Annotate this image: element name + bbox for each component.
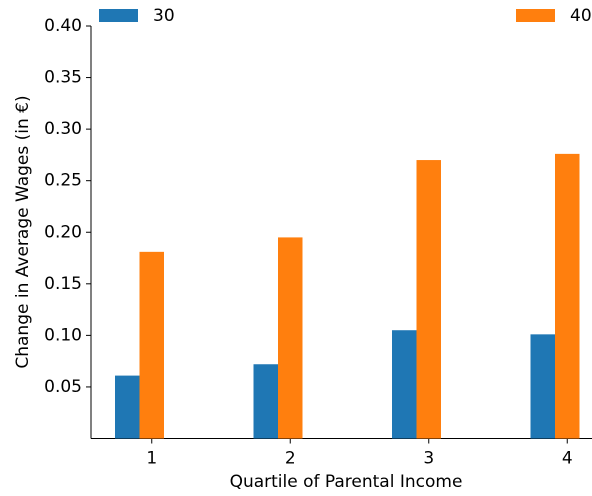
y-tick-label: 0.30 (44, 119, 82, 139)
bar (115, 375, 140, 439)
bar (416, 160, 441, 439)
legend-label: 40 (570, 6, 592, 26)
x-tick-label: 3 (423, 449, 434, 469)
y-tick-label: 0.15 (44, 274, 82, 294)
legend-label: 30 (153, 6, 175, 26)
legend-swatch (516, 9, 555, 22)
y-axis-label: Change in Average Wages (in €) (13, 95, 33, 368)
bar (555, 153, 580, 439)
y-tick-label: 0.25 (44, 171, 82, 191)
bar (392, 330, 417, 439)
legend-swatch (99, 9, 138, 22)
bar (278, 237, 303, 439)
x-axis-label: Quartile of Parental Income (230, 472, 463, 492)
x-tick-label: 2 (285, 449, 296, 469)
y-tick-label: 0.05 (44, 377, 82, 397)
y-tick-label: 0.35 (44, 68, 82, 88)
bar (139, 251, 164, 439)
bar (530, 334, 555, 439)
x-tick-label: 4 (562, 449, 573, 469)
y-tick-label: 0.20 (44, 222, 82, 242)
y-tick-label: 0.10 (44, 325, 82, 345)
y-tick-label: 0.40 (44, 16, 82, 36)
x-tick-label: 1 (146, 449, 157, 469)
bar (253, 364, 278, 439)
